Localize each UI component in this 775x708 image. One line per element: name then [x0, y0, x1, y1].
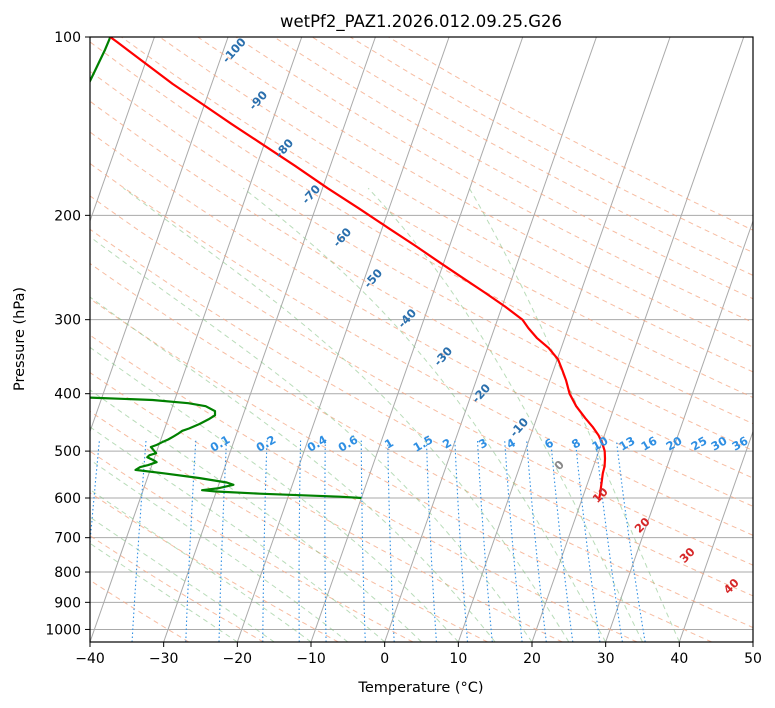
- isotherm-line: [457, 37, 671, 642]
- y-tick-label: 700: [54, 531, 81, 547]
- mixing-ratio-lines: [90, 440, 646, 642]
- moist-adiabat-line: [90, 516, 275, 642]
- moist-adiabat-line: [90, 426, 386, 642]
- y-tick-label: 800: [54, 565, 81, 581]
- mixing-ratio-line: [476, 440, 493, 642]
- mixing-ratio-line: [615, 440, 646, 642]
- isotherm-line: [236, 37, 450, 642]
- dry-adiabat-line: [159, 37, 753, 373]
- y-tick-label: 100: [54, 30, 81, 46]
- mixing-ratio-label: 36: [730, 433, 751, 453]
- mixing-ratio-label: 10: [590, 433, 611, 453]
- dewpoint-profile: [90, 37, 362, 500]
- moist-adiabat-line: [123, 187, 570, 642]
- dry-adiabats: [90, 37, 753, 642]
- mixing-ratio-line: [324, 440, 327, 642]
- x-tick-label: −20: [223, 651, 253, 667]
- x-tick-label: 30: [597, 651, 615, 667]
- mixing-ratio-line: [526, 440, 547, 642]
- dry-adiabat-line: [90, 298, 712, 642]
- y-tick-label: 300: [54, 313, 81, 329]
- y-tick-label: 200: [54, 208, 81, 224]
- moist-adiabat-line: [90, 236, 533, 642]
- mixing-ratio-line: [550, 440, 574, 642]
- x-tick-label: −10: [296, 651, 326, 667]
- x-axis-label: Temperature (°C): [357, 680, 483, 696]
- y-tick-label: 400: [54, 387, 81, 403]
- mixing-ratio-line: [387, 440, 395, 642]
- plot-frame: [89, 36, 754, 643]
- mixing-ratio-line: [218, 440, 228, 642]
- dry-adiabat-line: [90, 228, 753, 597]
- mixing-ratio-line: [574, 440, 601, 642]
- mixing-ratio-label: 30: [709, 433, 730, 453]
- x-axis-ticks: −40 −30 −20 −10 0 10 20 30 40 50: [75, 642, 762, 667]
- isotherm-line: [90, 37, 229, 434]
- mixing-ratio-line: [454, 440, 469, 642]
- x-tick-label: 40: [670, 651, 688, 667]
- moist-adiabat-line: [243, 187, 607, 642]
- moist-adiabat-line: [367, 187, 643, 642]
- dry-adiabat-line: [90, 100, 753, 479]
- x-tick-label: 50: [744, 651, 762, 667]
- y-tick-label: 1000: [45, 622, 81, 638]
- isotherm-line: [310, 37, 524, 642]
- moist-adiabats: [90, 187, 680, 642]
- x-tick-label: 0: [380, 651, 389, 667]
- mixing-ratio-label: 16: [639, 433, 660, 453]
- mixing-ratio-line: [425, 440, 437, 642]
- dry-adiabat-line: [90, 41, 753, 425]
- isotherm-line: [605, 219, 753, 642]
- isotherm-line: [90, 37, 303, 642]
- moist-adiabat-line: [90, 488, 312, 642]
- isotherm-line: [531, 37, 745, 642]
- mixing-ratio-label: 13: [617, 433, 638, 453]
- y-tick-label: 900: [54, 595, 81, 611]
- moist-adiabat-line: [90, 459, 349, 642]
- isotherm-line: [90, 37, 155, 223]
- temperature-profile: [109, 37, 607, 499]
- moist-adiabat-line: [90, 389, 422, 642]
- mixing-ratio-label: 20: [664, 433, 685, 453]
- moist-adiabat-line: [90, 296, 496, 642]
- mixing-ratio-line: [504, 440, 523, 642]
- x-tick-label: 10: [449, 651, 467, 667]
- sounding-profiles: [90, 37, 607, 500]
- isotherm-line: [678, 430, 753, 642]
- y-tick-label: 500: [54, 444, 81, 460]
- isotherm-gridlines: [90, 37, 753, 642]
- y-axis-ticks: 100 200 300 400 500 600 700 800 900 1000: [45, 30, 90, 638]
- dry-adiabat-line: [90, 131, 753, 507]
- dry-adiabat-line: [90, 410, 488, 642]
- mixing-ratio-label: 25: [689, 433, 710, 453]
- isotherm-line: [384, 37, 597, 642]
- plot-area: [90, 37, 753, 642]
- mixing-ratio-line: [131, 440, 147, 642]
- x-tick-label: −30: [149, 651, 179, 667]
- isotherm-line: [163, 37, 376, 642]
- y-tick-label: 600: [54, 491, 81, 507]
- dry-adiabat-line: [90, 262, 753, 629]
- mixing-ratio-line: [360, 440, 366, 642]
- x-tick-label: 20: [523, 651, 541, 667]
- mixing-ratio-line: [298, 440, 302, 642]
- dry-adiabat-line: [90, 162, 753, 536]
- y-axis-label: Pressure (hPa): [12, 287, 28, 391]
- x-tick-label: −40: [75, 651, 105, 667]
- chart-title: wetPf2_PAZ1.2026.012.09.25.G26: [280, 12, 562, 32]
- dry-adiabat-line: [90, 535, 264, 642]
- dry-adiabat-line: [235, 37, 753, 324]
- mixing-ratio-line: [262, 440, 268, 642]
- dry-adiabat-line: [90, 450, 414, 642]
- mixing-ratio-line: [185, 440, 197, 642]
